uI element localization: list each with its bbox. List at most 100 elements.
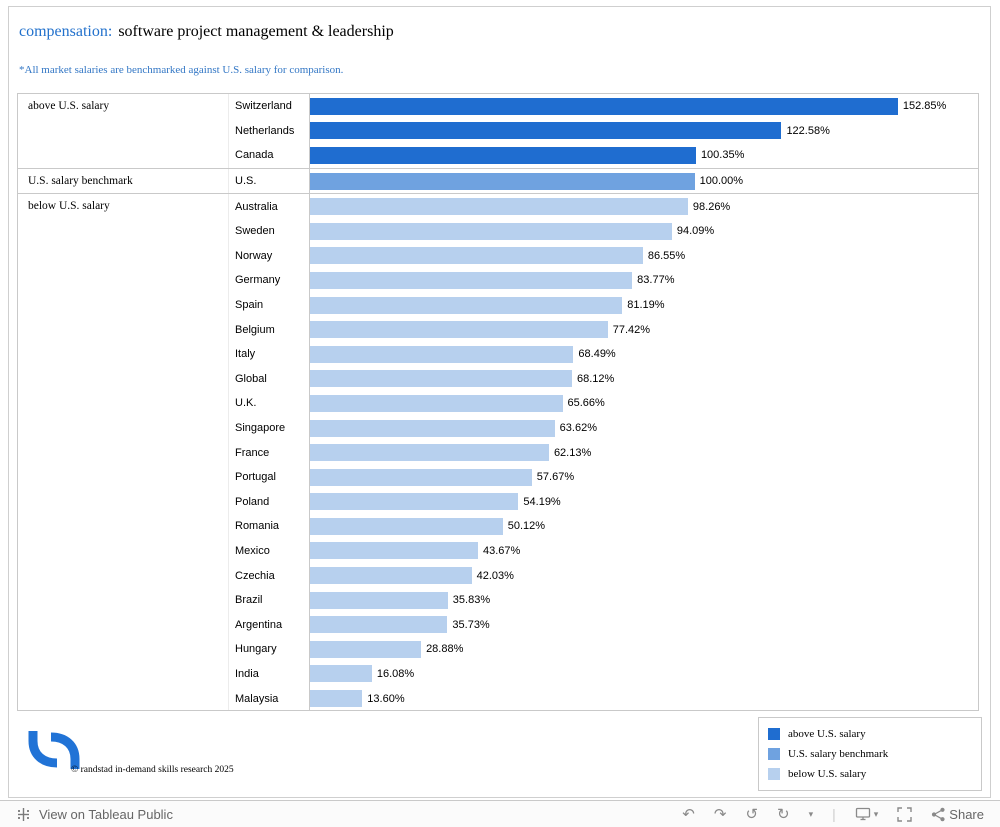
value-label: 57.67%	[536, 471, 575, 484]
bar[interactable]	[310, 370, 572, 388]
bar[interactable]	[310, 542, 478, 560]
bar[interactable]	[310, 690, 363, 708]
bar-area: 152.85%	[309, 94, 978, 119]
country-label: France	[235, 446, 270, 459]
value-label: 100.00%	[699, 175, 744, 188]
bar-chart: above U.S. salary Switzerland 152.85% Nethe…	[17, 93, 979, 711]
bar-area: 54.19%	[309, 489, 978, 515]
bar-area: 28.88%	[309, 637, 978, 662]
country-label: U.S.	[235, 175, 257, 188]
bar[interactable]	[310, 122, 782, 140]
chart-row: Germany 83.77%	[229, 268, 978, 293]
bar-area: 16.08%	[309, 661, 978, 687]
country-label: Sweden	[235, 225, 275, 238]
bar[interactable]	[310, 146, 696, 164]
chart-row: Spain 81.19%	[229, 292, 978, 318]
chart-row: Mexico 43.67%	[229, 538, 978, 564]
chart-row: India 16.08%	[229, 661, 978, 687]
dashboard-frame: compensation: software project management…	[8, 6, 991, 798]
bar[interactable]	[310, 296, 623, 314]
fullscreen-button[interactable]	[897, 806, 912, 822]
bar[interactable]	[310, 321, 608, 339]
bar-area: 63.62%	[309, 415, 978, 441]
bar[interactable]	[310, 247, 643, 265]
value-label: 81.19%	[627, 299, 665, 312]
country-label: Romania	[235, 520, 280, 533]
device-layout-button[interactable]: ▾	[855, 807, 878, 821]
randstad-logo	[25, 729, 83, 771]
country-label: Spain	[235, 299, 264, 312]
chart-row: Czechia 42.03%	[229, 563, 978, 588]
value-label: 77.42%	[612, 323, 651, 336]
country-label: Argentina	[235, 618, 283, 631]
bar[interactable]	[310, 198, 688, 216]
tableau-logo-icon	[16, 807, 31, 822]
view-on-tableau-public-link[interactable]: View on Tableau Public	[16, 807, 173, 822]
bar[interactable]	[310, 616, 448, 634]
bar-area: 13.60%	[309, 686, 978, 710]
bar-area: 100.00%	[309, 168, 978, 194]
value-label: 68.12%	[576, 372, 615, 385]
bar[interactable]	[310, 640, 422, 658]
bar[interactable]	[310, 172, 695, 190]
country-label: India	[235, 667, 259, 680]
value-label: 35.73%	[452, 618, 490, 631]
bar[interactable]	[310, 591, 448, 609]
toolbar-divider: |	[832, 806, 836, 822]
bar[interactable]	[310, 567, 472, 585]
bar[interactable]	[310, 97, 898, 115]
legend-label: below U.S. salary	[788, 768, 867, 780]
group-label: below U.S. salary	[18, 194, 229, 710]
bar[interactable]	[310, 271, 633, 289]
bar-area: 94.09%	[309, 218, 978, 244]
bar[interactable]	[310, 517, 503, 535]
bar[interactable]	[310, 444, 549, 462]
title-rest: software project management & leadership	[118, 23, 394, 40]
chart-row: Portugal 57.67%	[229, 464, 978, 490]
chart-row: Singapore 63.62%	[229, 415, 978, 441]
bar-area: 42.03%	[309, 563, 978, 588]
chart-row: Sweden 94.09%	[229, 218, 978, 244]
bar[interactable]	[310, 345, 574, 363]
chart-row: U.K. 65.66%	[229, 391, 978, 416]
page-title: compensation: software project management…	[19, 23, 394, 41]
value-label: 16.08%	[376, 667, 415, 680]
redo-button[interactable]: ↷	[713, 805, 727, 823]
value-label: 50.12%	[507, 520, 546, 533]
bar[interactable]	[310, 394, 563, 412]
chart-row: Argentina 35.73%	[229, 612, 978, 638]
bar-area: 100.35%	[309, 143, 978, 168]
country-label: Belgium	[235, 323, 275, 336]
bar-area: 77.42%	[309, 317, 978, 342]
bar-area: 83.77%	[309, 268, 978, 293]
chart-row: Norway 86.55%	[229, 243, 978, 269]
chart-row: Malaysia 13.60%	[229, 686, 978, 710]
undo-button[interactable]: ↶	[682, 805, 695, 823]
tableau-toolbar: View on Tableau Public ↶ ↷ ↺ ↻ ▾ | ▾	[0, 800, 1000, 827]
group-label: U.S. salary benchmark	[18, 168, 229, 194]
value-label: 100.35%	[700, 149, 745, 162]
bar-area: 62.13%	[309, 440, 978, 465]
bar[interactable]	[310, 468, 532, 486]
refresh-button[interactable]: ↻	[777, 805, 790, 823]
bar[interactable]	[310, 419, 555, 437]
bar[interactable]	[310, 493, 519, 511]
bar-area: 50.12%	[309, 514, 978, 539]
share-button[interactable]: Share	[931, 807, 984, 822]
chart-row: Poland 54.19%	[229, 489, 978, 515]
value-label: 122.58%	[786, 124, 830, 137]
bar-area: 68.12%	[309, 366, 978, 392]
more-actions-caret-icon[interactable]: ▾	[808, 808, 814, 819]
bar-area: 98.26%	[309, 194, 978, 219]
reset-button[interactable]: ↺	[745, 805, 759, 823]
bar[interactable]	[310, 222, 672, 240]
bar-area: 35.73%	[309, 612, 978, 638]
bar-area: 65.66%	[309, 391, 978, 416]
country-label: Canada	[235, 149, 274, 162]
share-icon	[931, 807, 946, 822]
chart-group: U.S. salary benchmark U.S. 100.00%	[18, 168, 978, 195]
bar[interactable]	[310, 665, 372, 683]
group-rows: Switzerland 152.85% Netherlands 122.58% Cana…	[229, 94, 978, 168]
chart-row: U.S. 100.00%	[229, 168, 978, 194]
view-on-tableau-public-label: View on Tableau Public	[39, 806, 173, 822]
